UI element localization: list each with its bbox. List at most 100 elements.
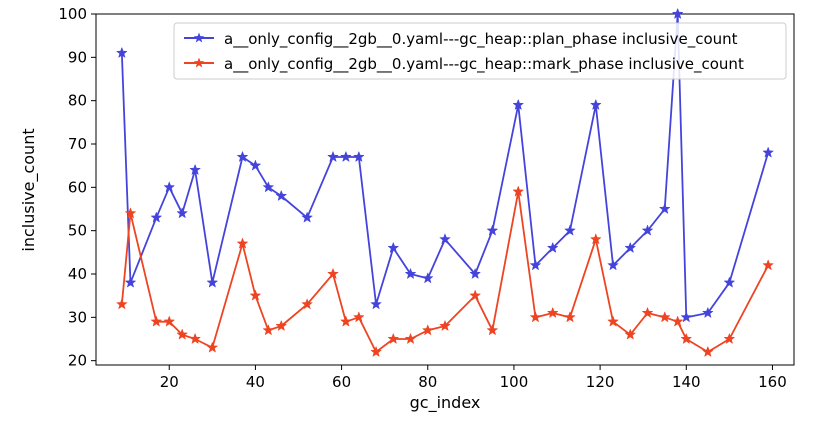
data-point-mark-phase [115, 298, 128, 310]
data-point-mark-phase [641, 306, 654, 319]
data-point-mark-phase [529, 311, 542, 323]
data-point-plan-phase [762, 146, 775, 158]
data-point-plan-phase [370, 298, 382, 310]
data-point-plan-phase [680, 311, 693, 323]
data-point-mark-phase [658, 311, 671, 323]
data-point-plan-phase [671, 7, 684, 20]
data-point-plan-phase [564, 224, 576, 236]
data-point-plan-phase [352, 150, 365, 163]
data-point-mark-phase [262, 324, 275, 336]
data-point-plan-phase [115, 46, 128, 59]
data-point-mark-phase [421, 324, 434, 336]
data-point-mark-phase [352, 311, 365, 323]
x-tick-label: 80 [418, 373, 437, 391]
data-point-plan-phase [641, 224, 654, 236]
data-point-plan-phase [701, 306, 714, 319]
series-group [115, 7, 775, 358]
data-point-mark-phase [564, 311, 576, 323]
data-point-mark-phase [176, 328, 189, 340]
data-point-mark-phase [680, 332, 693, 345]
data-point-mark-phase [624, 328, 637, 340]
data-point-mark-phase [589, 233, 602, 245]
data-point-plan-phase [275, 189, 288, 202]
data-point-mark-phase [671, 315, 684, 327]
data-point-plan-phase [339, 150, 352, 163]
data-point-plan-phase [236, 150, 249, 163]
data-point-mark-phase [701, 345, 714, 358]
y-tick-label: 50 [68, 222, 87, 240]
data-point-mark-phase [249, 289, 262, 301]
data-point-mark-phase [607, 315, 619, 327]
x-tick-label: 40 [246, 373, 265, 391]
data-point-plan-phase [124, 276, 137, 288]
data-point-mark-phase [301, 298, 314, 310]
y-tick-label: 20 [68, 352, 87, 370]
data-point-plan-phase [421, 272, 434, 284]
data-point-mark-phase [723, 332, 736, 345]
legend-label-plan-phase: a__only_config__2gb__0.yaml---gc_heap::p… [224, 30, 738, 49]
data-point-mark-phase [762, 259, 775, 271]
data-point-plan-phase [176, 207, 189, 219]
data-point-mark-phase [546, 306, 559, 319]
x-tick-label: 160 [758, 373, 787, 391]
x-tick-label: 20 [160, 373, 179, 391]
series-line-plan-phase [120, 13, 770, 319]
data-point-plan-phase [189, 163, 202, 176]
data-point-plan-phase [404, 267, 417, 280]
data-point-mark-phase [327, 267, 339, 280]
axis-ticks: 20 40 60 80 100 120 140 160 20 30 40 50 60 70 80 90 100 [58, 5, 786, 391]
data-point-mark-phase [370, 345, 382, 358]
data-point-plan-phase [249, 159, 262, 171]
data-point-mark-phase [163, 315, 176, 327]
y-axis-label: inclusive_count [19, 128, 39, 251]
y-tick-label: 40 [68, 265, 87, 283]
data-point-plan-phase [262, 181, 275, 193]
data-point-plan-phase [658, 202, 671, 215]
data-point-plan-phase [607, 259, 619, 271]
data-point-plan-phase [163, 181, 176, 193]
data-point-mark-phase [469, 289, 482, 301]
data-point-plan-phase [469, 267, 482, 280]
data-point-plan-phase [439, 233, 451, 245]
data-point-plan-phase [327, 150, 339, 163]
y-tick-label: 70 [68, 135, 87, 153]
data-point-mark-phase [439, 319, 451, 332]
data-point-mark-phase [404, 332, 417, 345]
data-point-mark-phase [124, 207, 137, 219]
data-point-mark-phase [150, 315, 163, 327]
data-point-plan-phase [301, 211, 314, 223]
x-tick-label: 100 [500, 373, 529, 391]
data-point-plan-phase [589, 98, 602, 111]
data-point-mark-phase [189, 332, 202, 345]
data-point-mark-phase [339, 315, 352, 327]
legend-box [173, 22, 787, 80]
data-point-plan-phase [546, 241, 559, 254]
data-point-mark-phase [236, 237, 249, 249]
data-point-mark-phase [275, 319, 288, 332]
data-point-plan-phase [529, 259, 542, 271]
data-point-mark-phase [206, 341, 219, 353]
data-point-plan-phase [486, 224, 499, 236]
y-tick-label: 30 [68, 308, 87, 326]
x-tick-label: 60 [332, 373, 351, 391]
data-point-mark-phase [486, 324, 499, 336]
data-point-plan-phase [150, 211, 163, 223]
data-point-plan-phase [387, 241, 400, 254]
data-point-plan-phase [512, 98, 525, 111]
y-tick-label: 100 [58, 5, 87, 23]
data-point-plan-phase [624, 241, 637, 254]
data-point-plan-phase [723, 276, 736, 288]
data-point-mark-phase [387, 332, 400, 345]
legend: a__only_config__2gb__0.yaml---gc_heap::p… [173, 22, 787, 80]
legend-marker-mark-phase [193, 57, 205, 68]
y-tick-label: 90 [68, 48, 87, 66]
y-tick-label: 60 [68, 178, 87, 196]
x-axis-label: gc_index [410, 393, 481, 413]
y-tick-label: 80 [68, 92, 87, 110]
legend-label-mark-phase: a__only_config__2gb__0.yaml---gc_heap::m… [224, 55, 744, 74]
x-tick-label: 140 [672, 373, 701, 391]
data-point-mark-phase [512, 185, 525, 197]
legend-marker-plan-phase [193, 32, 205, 43]
x-tick-label: 120 [586, 373, 615, 391]
